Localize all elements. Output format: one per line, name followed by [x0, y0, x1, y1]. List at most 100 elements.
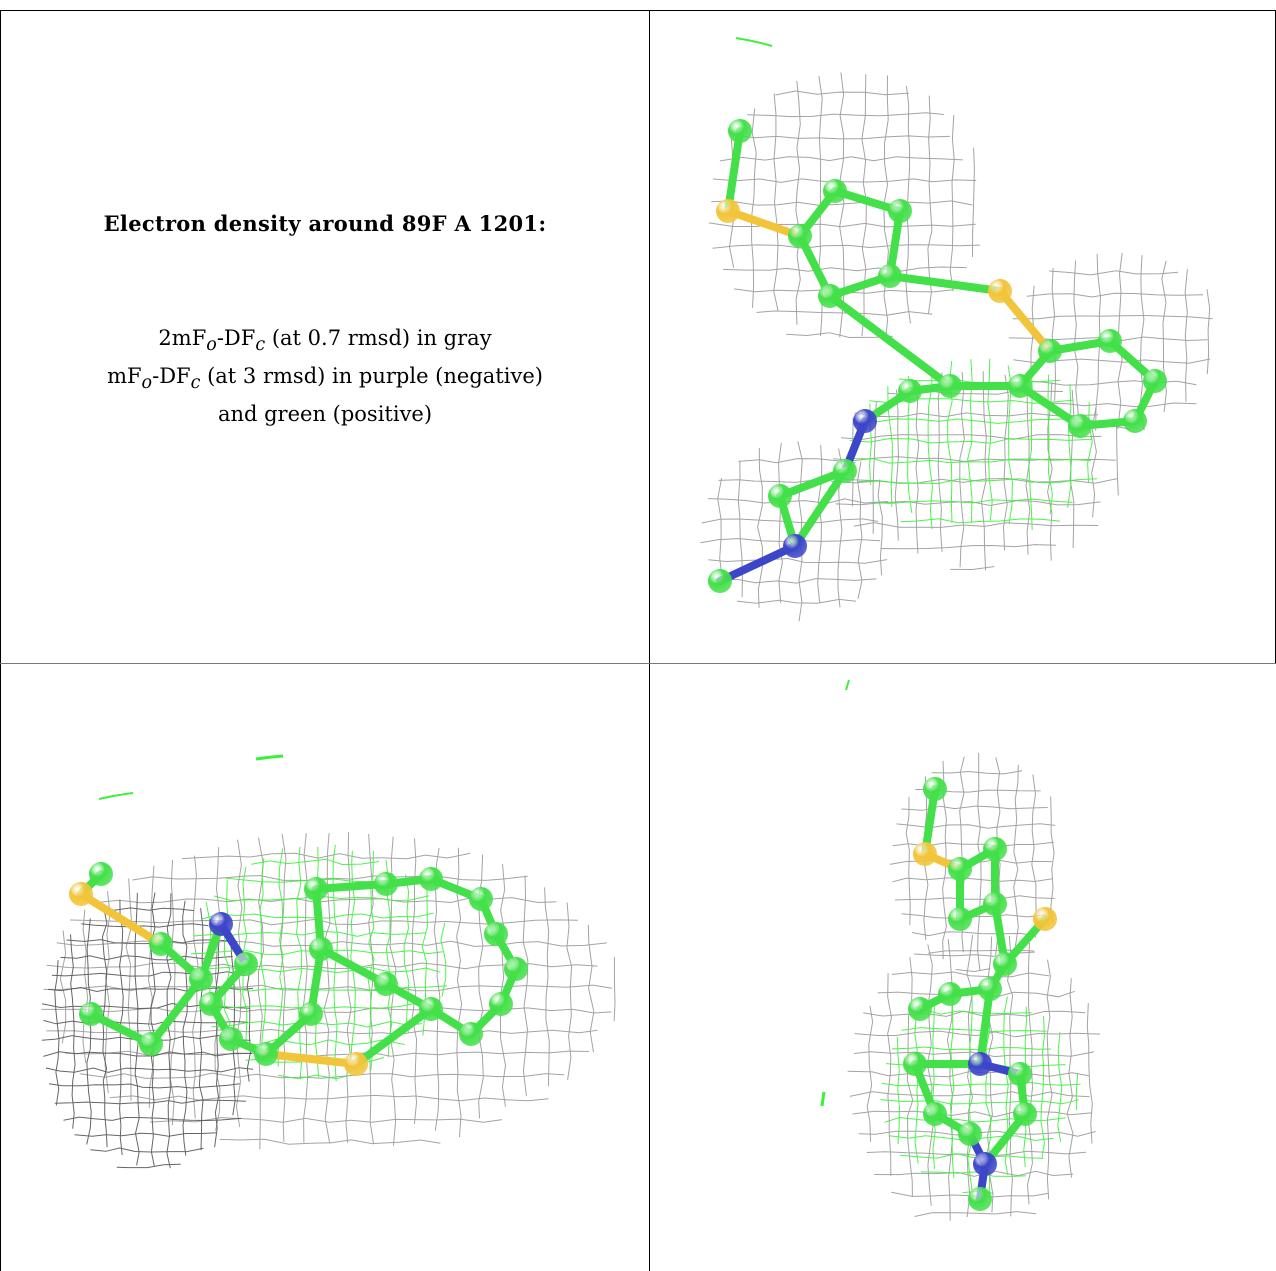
- carbon-atom: [978, 977, 1002, 1001]
- carbon-atom: [728, 119, 752, 143]
- carbon-atom: [768, 484, 792, 508]
- bond: [147, 975, 205, 1048]
- carbon-atom: [89, 862, 113, 886]
- carbon-atom: [304, 877, 328, 901]
- carbon-atom: [1008, 1062, 1032, 1086]
- carbon-atom: [993, 952, 1017, 976]
- difference-density-fragment: [255, 754, 284, 761]
- bond: [1016, 382, 1084, 430]
- bond: [262, 1050, 360, 1068]
- carbon-atom: [1068, 414, 1092, 438]
- difference-density-fragment: [735, 37, 773, 47]
- molecule-view-3-image: [820, 679, 1101, 1221]
- density-mesh-green: [849, 358, 1099, 531]
- carbon-atom: [938, 982, 962, 1006]
- carbon-atom: [878, 264, 902, 288]
- carbon-atom: [459, 1022, 483, 1046]
- carbon-atom: [489, 992, 513, 1016]
- carbon-atom: [309, 937, 333, 961]
- carbon-atom: [299, 1002, 323, 1026]
- density-mesh-gray: [708, 72, 980, 340]
- bond: [826, 292, 954, 390]
- legend: Electron density around 89F A 1201: 2mFo…: [1, 11, 649, 663]
- carbon-atom: [958, 1122, 982, 1146]
- grid-vertical-divider: [649, 10, 650, 1271]
- bond: [886, 272, 1004, 295]
- legend-line-difference: mFo-DFc (at 3 rmsd) in purple (negative): [107, 364, 543, 394]
- carbon-atom: [189, 967, 213, 991]
- carbon-atom: [888, 199, 912, 223]
- sulfur-atom: [344, 1052, 368, 1076]
- grid-top-border: [0, 10, 1276, 11]
- carbon-atom: [79, 1002, 103, 1026]
- carbon-atom: [983, 892, 1007, 916]
- sulfur-atom: [716, 199, 740, 223]
- difference-density-fragment: [98, 792, 134, 800]
- carbon-atom: [1123, 409, 1147, 433]
- carbon-atom: [374, 972, 398, 996]
- nitrogen-atom: [968, 1052, 992, 1076]
- legend-title: Electron density around 89F A 1201:: [103, 211, 547, 236]
- carbon-atom: [948, 857, 972, 881]
- legend-line-green: and green (positive): [217, 402, 433, 427]
- carbon-atom: [219, 1027, 243, 1051]
- bond: [724, 207, 804, 240]
- nitrogen-atom: [783, 534, 807, 558]
- difference-density-fragment: [820, 1091, 826, 1107]
- carbon-atom: [469, 887, 493, 911]
- bond: [724, 127, 744, 215]
- bond: [716, 542, 799, 585]
- carbon-atom: [419, 867, 443, 891]
- difference-density-fragment: [845, 679, 850, 691]
- view-2-cell: [1, 664, 649, 1271]
- carbon-atom: [1013, 1102, 1037, 1126]
- grid-horizontal-divider: [0, 663, 1276, 664]
- bond: [352, 1005, 435, 1068]
- molecule-view-1-image: [700, 37, 1213, 622]
- legend-line-gray: 2mFo-DFc (at 0.7 rmsd) in gray: [158, 326, 492, 356]
- carbon-atom: [908, 997, 932, 1021]
- molecule-view-2-image: [41, 754, 616, 1169]
- carbon-atom: [938, 374, 962, 398]
- carbon-atom: [968, 1187, 992, 1211]
- carbon-atom: [374, 872, 398, 896]
- carbon-atom: [903, 1052, 927, 1076]
- density-mesh-gray: [847, 935, 1101, 1221]
- sulfur-atom: [913, 842, 937, 866]
- sulfur-atom: [69, 882, 93, 906]
- carbon-atom: [149, 932, 173, 956]
- carbon-atom: [254, 1042, 278, 1066]
- carbon-atom: [948, 907, 972, 931]
- carbon-atom: [1098, 329, 1122, 353]
- carbon-atom: [199, 992, 223, 1016]
- carbon-atom: [898, 379, 922, 403]
- legend-lines: 2mFo-DFc (at 0.7 rmsd) in gray mFo-DFc (…: [1, 323, 649, 430]
- carbon-atom: [923, 777, 947, 801]
- sulfur-atom: [988, 279, 1012, 303]
- view-1-cell: [650, 11, 1276, 663]
- grid-left-border: [0, 10, 1, 1271]
- carbon-atom: [818, 284, 842, 308]
- sulfur-atom: [1033, 907, 1057, 931]
- bond: [996, 287, 1054, 355]
- bond: [976, 985, 994, 1068]
- nitrogen-atom: [973, 1152, 997, 1176]
- carbon-atom: [1143, 369, 1167, 393]
- carbon-atom: [504, 957, 528, 981]
- carbon-atom: [788, 224, 812, 248]
- legend-cell: Electron density around 89F A 1201: 2mFo…: [1, 11, 649, 663]
- carbon-atom: [923, 1102, 947, 1126]
- bond: [791, 467, 849, 550]
- carbon-atom: [139, 1032, 163, 1056]
- carbon-atom: [983, 837, 1007, 861]
- carbon-atom: [1008, 374, 1032, 398]
- carbon-atom: [484, 922, 508, 946]
- nitrogen-atom: [853, 409, 877, 433]
- carbon-atom: [823, 179, 847, 203]
- view-3-cell: [650, 664, 1276, 1271]
- bond: [77, 890, 165, 948]
- bond: [317, 945, 390, 988]
- carbon-atom: [833, 459, 857, 483]
- carbon-atom: [234, 952, 258, 976]
